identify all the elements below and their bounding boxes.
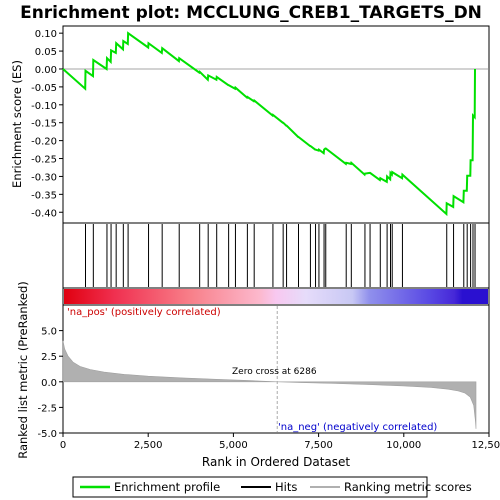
es-y-tick-label: -0.40: [31, 208, 57, 219]
es-y-tick-label: -0.20: [31, 137, 57, 148]
enrichment-score-panel: 0.10 0.05 0.00 -0.05 -0.10 -0.15 -0.20 -0.25 -0.…: [10, 25, 490, 224]
metric-x-axis: 0 2,500 5,000 7,500 10,000 12,500: [60, 433, 500, 451]
legend: Enrichment profile Hits Ranking metric s…: [72, 476, 472, 498]
es-plot-frame: [62, 25, 490, 224]
ranking-metric-area: [62, 340, 477, 429]
metric-y-axis-label: Ranked list metric (PreRanked): [16, 281, 30, 459]
x-tick-label: 7,500: [304, 440, 333, 451]
hits-panel: [62, 222, 490, 289]
metric-y-tick-label: -5.0: [37, 429, 57, 440]
x-tick-label: 5,000: [219, 440, 248, 451]
metric-plot-frame: [62, 304, 490, 434]
zero-cross-label: Zero cross at 6286: [232, 367, 317, 377]
ranked-metric-panel: 5.0 2.5 0.0 -2.5 -5.0 0 2,500 5,000 7,500 10,000…: [16, 281, 500, 469]
es-y-tick-label: -0.10: [31, 101, 57, 112]
es-y-axis-label: Enrichment score (ES): [10, 60, 24, 188]
es-y-tick-label: 0.05: [35, 47, 57, 58]
es-y-tick-label: -0.35: [31, 190, 57, 201]
metric-y-axis: 5.0 2.5 0.0 -2.5 -5.0: [37, 327, 63, 440]
es-y-tick-label: 0.00: [35, 65, 57, 76]
metric-y-tick-label: 5.0: [41, 327, 57, 338]
legend-label-hits: Hits: [275, 480, 297, 494]
na-pos-label: 'na_pos' (positively correlated): [67, 307, 221, 318]
es-y-tick-label: -0.05: [31, 83, 57, 94]
es-y-tick-label: -0.25: [31, 155, 57, 166]
x-tick-label: 0: [60, 440, 66, 451]
es-y-tick-label: -0.15: [31, 119, 57, 130]
x-tick-label: 12,500: [472, 440, 500, 451]
hits-frame: [62, 222, 490, 289]
rank-color-gradient-bar: [62, 287, 490, 306]
x-tick-label: 10,000: [386, 440, 421, 451]
na-neg-label: 'na_neg' (negatively correlated): [278, 422, 437, 433]
colorbar-gradient: [64, 289, 488, 304]
es-y-tick-label: 0.10: [35, 29, 57, 40]
hit-markers: [84, 224, 476, 287]
legend-label-metric: Ranking metric scores: [344, 480, 472, 494]
metric-y-tick-label: 0.0: [41, 378, 57, 389]
es-y-axis: 0.10 0.05 0.00 -0.05 -0.10 -0.15 -0.20 -0.25 -0.…: [31, 29, 63, 219]
x-tick-label: 2,500: [134, 440, 163, 451]
legend-label-enrichment: Enrichment profile: [114, 480, 220, 494]
x-axis-label: Rank in Ordered Dataset: [202, 455, 350, 469]
metric-y-tick-label: 2.5: [41, 352, 57, 363]
enrichment-profile-line: [62, 31, 476, 217]
es-y-tick-label: -0.30: [31, 172, 57, 183]
metric-y-tick-label: -2.5: [37, 403, 57, 414]
chart-title: Enrichment plot: MCCLUNG_CREB1_TARGETS_D…: [20, 3, 482, 23]
